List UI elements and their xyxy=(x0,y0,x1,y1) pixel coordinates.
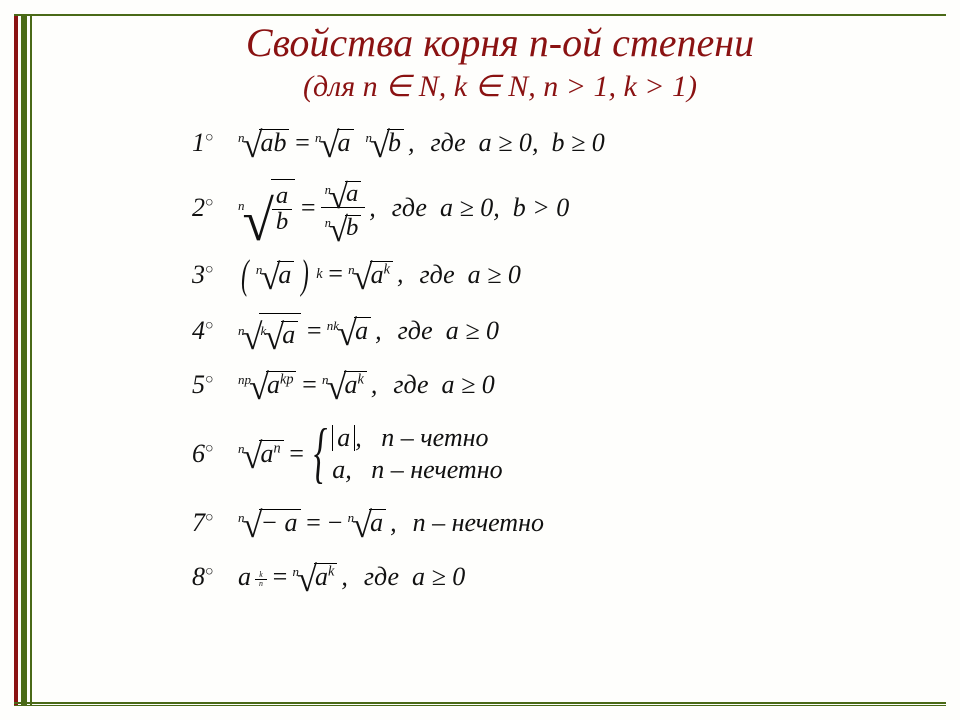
property-6: 6○ n√an = { a, n – четно a, n – нечетно xyxy=(192,412,938,496)
page-title: Свойства корня n-ой степени (для n ∈ N, … xyxy=(62,18,938,106)
border-left xyxy=(14,14,34,706)
slide: Свойства корня n-ой степени (для n ∈ N, … xyxy=(0,0,960,720)
property-3: 3○ ( n√a )k = n√ak , где a ≥ 0 xyxy=(192,246,938,304)
property-5: 5○ np√akp = n√ak , где a ≥ 0 xyxy=(192,358,938,412)
title-sub: (для n ∈ N, k ∈ N, n > 1, k > 1) xyxy=(62,68,938,106)
property-8: 8○ a k n = n√ak , где a ≥ 0 xyxy=(192,550,938,604)
property-7: 7○ n√− a = − n√a , n – нечетно xyxy=(192,496,938,550)
title-main: Свойства корня n-ой степени xyxy=(62,18,938,68)
property-4: 4○ n√ k√a = nk√a , где a ≥ 0 xyxy=(192,304,938,358)
property-2: 2○ n√ a b = n√a n√b xyxy=(192,170,938,246)
content: Свойства корня n-ой степени (для n ∈ N, … xyxy=(62,18,938,604)
properties-list: 1○ n√ab = n√a n√b , где a ≥ 0, b ≥ 0 2○ … xyxy=(62,116,938,604)
property-1: 1○ n√ab = n√a n√b , где a ≥ 0, b ≥ 0 xyxy=(192,116,938,170)
border-top xyxy=(14,14,946,16)
border-bottom xyxy=(14,702,946,706)
